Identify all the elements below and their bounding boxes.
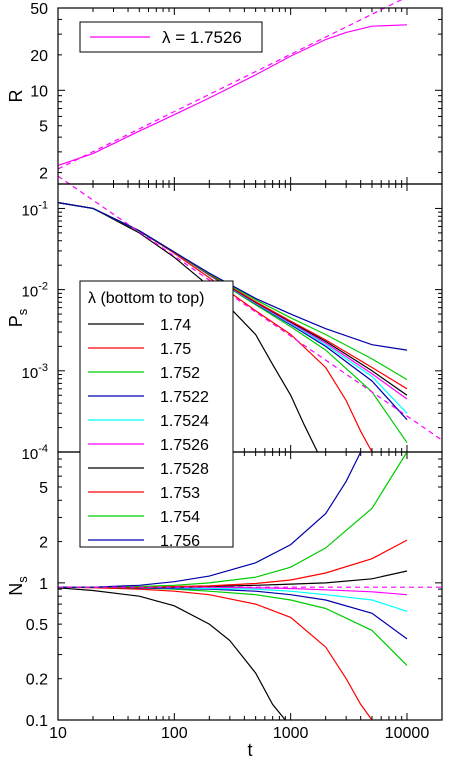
- series-line-reference-dashed: [57, 175, 443, 441]
- axis-ticks: [57, 7, 443, 721]
- legend-title: λ (bottom to top): [88, 290, 205, 307]
- axis-labels: 2 5 10 20 50 R 10-4 10-3 10-2 10-1 Ps 0.1 0.2 0.5 1 2 5 N…: [6, 1, 429, 760]
- x-axis-title: t: [247, 740, 252, 760]
- y-tick-label: 0.5: [26, 617, 48, 634]
- y-tick-label: 10-4: [22, 443, 48, 463]
- legend-entry-label: 1.75: [160, 341, 191, 358]
- series-line-1.74: [57, 202, 319, 453]
- y-axis-title: R: [6, 90, 26, 103]
- y-tick-label: 0.1: [26, 713, 48, 730]
- legend-entry-label: 1.74: [160, 317, 191, 334]
- y-tick-label: 1: [39, 576, 48, 593]
- legend-entry-label: 1.754: [160, 509, 200, 526]
- y-axis-title: Ps: [6, 308, 30, 327]
- y-tick-label: 5: [39, 480, 48, 497]
- series-line-1.75: [57, 586, 373, 721]
- legend-entry-label: 1.7528: [160, 461, 209, 478]
- legend-entry-label: 1.752: [160, 365, 200, 382]
- y-axis-title: Ns: [6, 576, 30, 596]
- legend-entry-label: 1.753: [160, 485, 200, 502]
- legend-entry-label: 1.756: [160, 533, 200, 550]
- series-line-1.7526: [57, 24, 408, 166]
- series-line-1.7522: [58, 586, 408, 640]
- legend-entry-label: 1.7524: [160, 413, 209, 430]
- y-tick-label: 2: [39, 535, 48, 552]
- legend-label: λ = 1.7526: [162, 28, 242, 47]
- y-tick-label: 0.2: [26, 672, 48, 689]
- legend-lambda: λ (bottom to top) 1.74 1.75 1.752 1.7522 1.75…: [79, 280, 234, 550]
- x-tick-label: 10: [49, 725, 67, 742]
- data-series: [57, 0, 443, 721]
- y-tick-label: 2: [39, 166, 48, 183]
- panel-frame: [57, 451, 443, 721]
- legends: λ = 1.7526 λ (bottom to top) 1.74 1.75 1.752…: [79, 21, 263, 550]
- series-line-1.756: [58, 451, 362, 588]
- y-tick-label: 50: [30, 1, 48, 18]
- x-tick-label: 100: [161, 725, 188, 742]
- panel-frames: [57, 7, 443, 721]
- y-tick-label: 20: [30, 48, 48, 65]
- x-tick-label: 1000: [273, 725, 309, 742]
- y-tick-label: 5: [39, 119, 48, 136]
- legend-entry-label: 1.7526: [160, 437, 209, 454]
- x-tick-label: 10000: [385, 725, 430, 742]
- y-tick-label: 10-2: [22, 281, 48, 301]
- y-tick-label: 10-3: [22, 362, 48, 382]
- legend-entry-label: 1.7522: [160, 389, 209, 406]
- legend-box: [79, 280, 234, 548]
- y-tick-label: 10-1: [22, 199, 48, 219]
- series-line-reference-dashed: [57, 0, 403, 170]
- series-line-1.74: [57, 587, 286, 721]
- y-tick-label: 10: [30, 83, 48, 100]
- legend-top-panel: λ = 1.7526: [79, 21, 263, 53]
